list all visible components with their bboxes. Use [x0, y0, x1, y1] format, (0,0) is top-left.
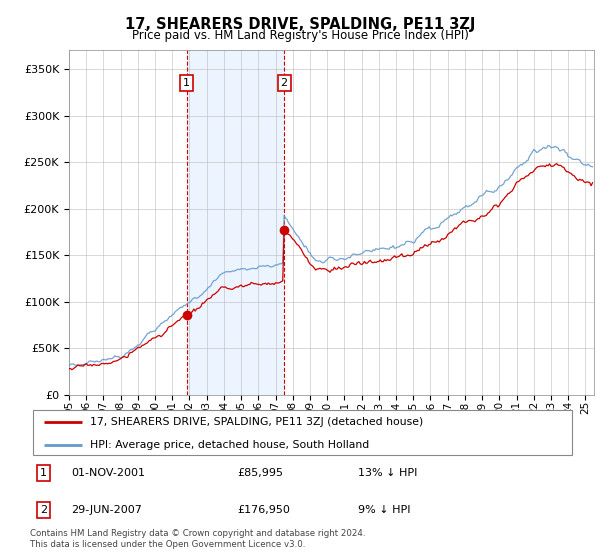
Text: 29-JUN-2007: 29-JUN-2007	[71, 505, 142, 515]
Text: 13% ↓ HPI: 13% ↓ HPI	[358, 468, 417, 478]
Text: £176,950: £176,950	[238, 505, 290, 515]
Text: 1: 1	[40, 468, 47, 478]
Bar	[187, 50, 284, 395]
Text: 17, SHEARERS DRIVE, SPALDING, PE11 3ZJ (detached house): 17, SHEARERS DRIVE, SPALDING, PE11 3ZJ (…	[90, 417, 424, 427]
Text: £85,995: £85,995	[238, 468, 283, 478]
Text: 17, SHEARERS DRIVE, SPALDING, PE11 3ZJ: 17, SHEARERS DRIVE, SPALDING, PE11 3ZJ	[125, 17, 475, 32]
Text: 2: 2	[281, 78, 288, 88]
Text: Contains HM Land Registry data © Crown copyright and database right 2024.
This d: Contains HM Land Registry data © Crown c…	[30, 529, 365, 549]
FancyBboxPatch shape	[33, 410, 572, 455]
Text: HPI: Average price, detached house, South Holland: HPI: Average price, detached house, Sout…	[90, 440, 370, 450]
Text: 9% ↓ HPI: 9% ↓ HPI	[358, 505, 410, 515]
Text: 2: 2	[40, 505, 47, 515]
Text: Price paid vs. HM Land Registry's House Price Index (HPI): Price paid vs. HM Land Registry's House …	[131, 29, 469, 42]
Text: 01-NOV-2001: 01-NOV-2001	[71, 468, 145, 478]
Text: 1: 1	[183, 78, 190, 88]
